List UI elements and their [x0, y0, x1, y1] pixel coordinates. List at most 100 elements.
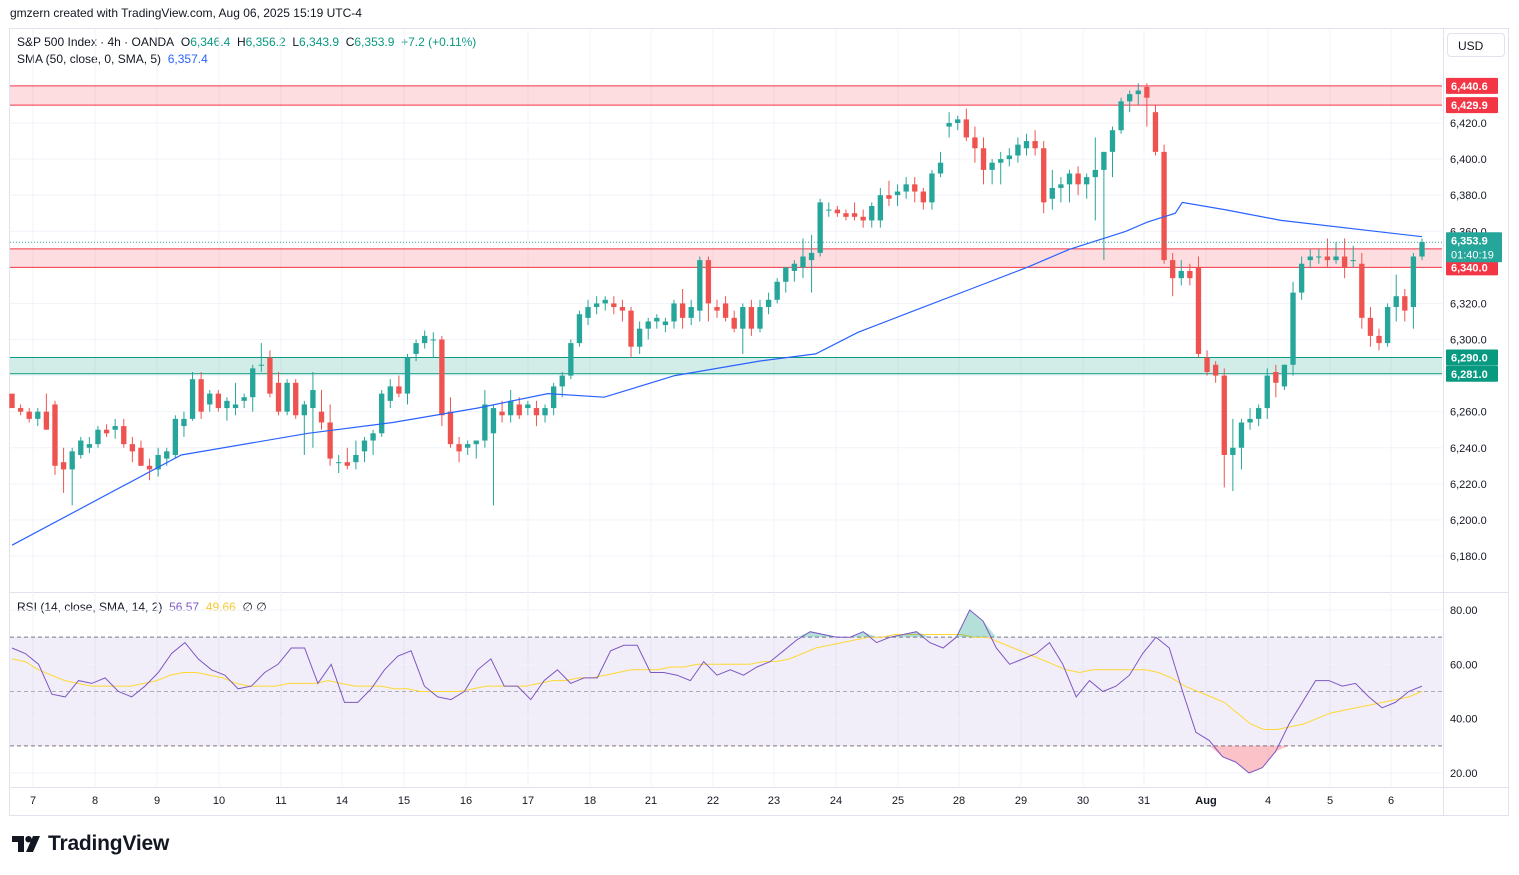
price-tick-label: 6,320.0 — [1450, 298, 1487, 310]
candle-body — [920, 191, 927, 203]
rsi-line — [11, 609, 1423, 774]
candle-body — [379, 393, 385, 434]
candle-body — [310, 390, 316, 409]
candle-body — [387, 386, 393, 401]
candle-body — [877, 195, 884, 221]
candle-body — [654, 317, 660, 322]
candle-body — [1238, 422, 1245, 448]
candle-body — [808, 252, 815, 261]
resistance-zone — [10, 85, 1442, 106]
time-tick-label: 7 — [30, 795, 36, 807]
candle-body — [912, 184, 918, 192]
candle-body — [318, 411, 325, 423]
candle-body — [1230, 447, 1236, 455]
candle-body — [138, 447, 144, 466]
candle-body — [1359, 263, 1365, 318]
sma-legend: SMA (50, close, 0, SMA, 5) 6,357.4 — [17, 52, 208, 66]
candle-body — [817, 202, 823, 253]
candle-body — [422, 335, 428, 344]
time-tick-label: 10 — [213, 795, 225, 807]
time-tick-label: 6 — [1388, 795, 1394, 807]
price-tick-label: 6,260.0 — [1450, 407, 1487, 419]
candle-body — [1298, 263, 1305, 293]
open-value: 6,346.4 — [190, 35, 231, 49]
candle-body — [344, 462, 350, 466]
candle-body — [714, 307, 720, 311]
candle-body — [1109, 130, 1116, 152]
candle-body — [516, 404, 522, 416]
candle-body — [232, 404, 239, 409]
candle-body — [1101, 151, 1107, 170]
support-price-tag — [1446, 349, 1498, 366]
time-tick-label: 23 — [768, 795, 780, 807]
candle-body — [662, 321, 669, 326]
candle-body — [112, 426, 118, 430]
price-tag-label: 6,429.9 — [1451, 100, 1488, 112]
sma-value: 6,357.4 — [167, 52, 208, 66]
candle-body — [413, 343, 419, 354]
candle-body — [9, 393, 15, 409]
candle-body — [353, 454, 359, 463]
candle-body — [447, 411, 454, 445]
candle-body — [1006, 155, 1012, 160]
candle-body — [1307, 256, 1313, 261]
candle-body — [869, 205, 875, 221]
rsi-tick-label: 80.00 — [1450, 605, 1478, 617]
candle-body — [980, 148, 987, 170]
candle-body — [602, 299, 608, 304]
high-value: 6,356.2 — [245, 35, 286, 49]
candle-body — [1333, 256, 1339, 261]
candle-body — [465, 444, 471, 448]
countdown-label: 01:40:19 — [1451, 249, 1494, 261]
resistance-price-tag — [1446, 259, 1498, 276]
currency-button[interactable]: USD — [1447, 33, 1505, 57]
resistance-zone — [10, 248, 1442, 268]
candle-body — [1393, 296, 1399, 308]
candle-body — [1273, 371, 1279, 383]
price-tag-label: 6,340.0 — [1451, 262, 1488, 274]
candle-body — [456, 444, 462, 452]
candle-body — [1204, 357, 1210, 372]
candle-body — [533, 408, 540, 416]
candle-body — [1127, 94, 1133, 102]
candle-body — [284, 382, 290, 412]
price-tick-label: 6,420.0 — [1450, 118, 1487, 130]
candle-body — [215, 393, 222, 409]
candle-body — [95, 429, 101, 445]
candle-body — [499, 411, 505, 416]
price-tick-label: 6,220.0 — [1450, 479, 1487, 491]
symbol-label: S&P 500 Index · 4h · OANDA — [17, 35, 175, 49]
high-label: H — [236, 35, 246, 49]
candle-body — [757, 307, 763, 329]
candle-body — [929, 173, 935, 203]
candle-body — [121, 426, 127, 445]
candle-body — [1255, 408, 1262, 419]
candle-body — [1384, 307, 1391, 344]
price-tick-label: 6,180.0 — [1450, 551, 1487, 563]
candle-body — [1367, 317, 1374, 336]
candle-body — [628, 310, 634, 347]
price-tick-label: 6,400.0 — [1450, 154, 1487, 166]
candle-body — [1178, 270, 1184, 279]
candle-body — [774, 281, 780, 300]
candle-body — [430, 339, 436, 341]
candle-body — [1152, 112, 1159, 152]
tradingview-logo[interactable]: TradingView — [12, 832, 169, 856]
time-tick-label: 24 — [830, 795, 842, 807]
rsi-tick-label: 20.00 — [1450, 768, 1478, 780]
candle-body — [26, 411, 32, 419]
candle-body — [1350, 260, 1356, 262]
candle-body — [78, 440, 84, 455]
price-tag-label: 6,281.0 — [1451, 369, 1488, 381]
sma-label: SMA (50, close, 0, SMA, 5) — [17, 52, 162, 66]
candle-body — [1419, 242, 1425, 257]
candle-body — [1041, 148, 1047, 203]
candle-body — [783, 267, 789, 282]
candle-body — [679, 303, 686, 318]
price-tick-label: 6,300.0 — [1450, 335, 1487, 347]
time-tick-label: Aug — [1195, 795, 1216, 807]
candle-body — [860, 216, 866, 221]
candle-body — [989, 162, 995, 170]
candle-body — [172, 418, 179, 455]
